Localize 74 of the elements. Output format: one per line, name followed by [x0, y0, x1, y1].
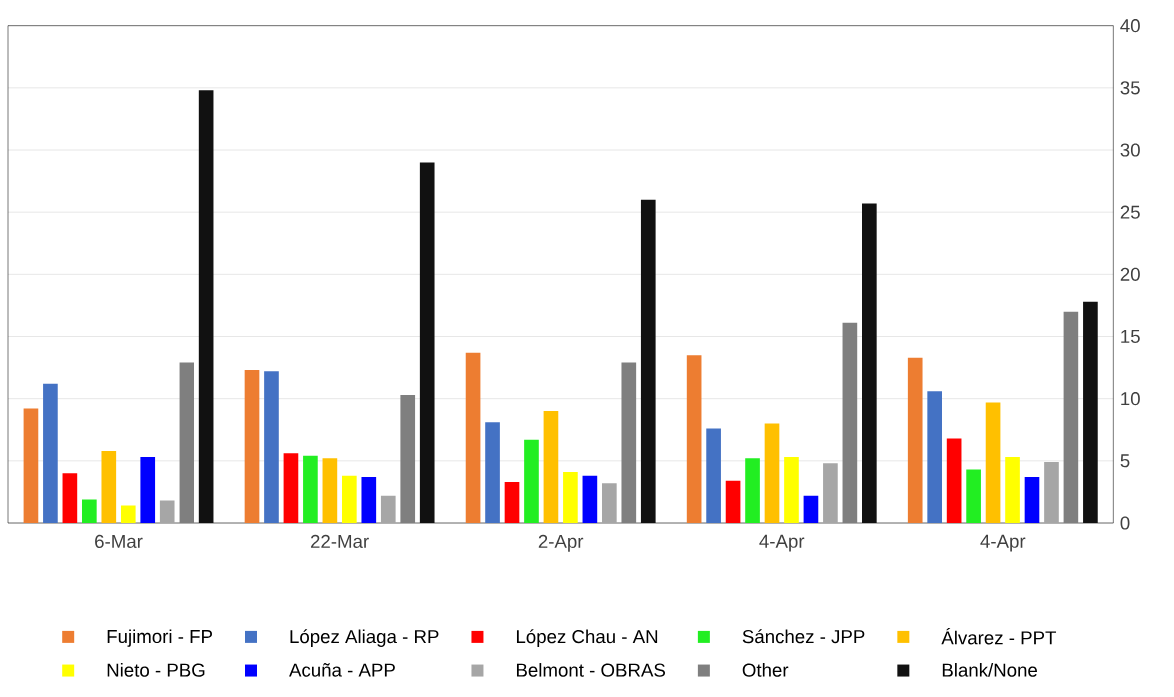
legend-label: López Chau - AN — [516, 629, 658, 647]
bar — [1005, 457, 1020, 523]
x-tick-label: 4-Apr — [759, 534, 805, 552]
legend-label: Blank/None — [942, 663, 1037, 677]
bar — [322, 458, 338, 523]
bar — [82, 499, 97, 523]
bar — [244, 370, 260, 523]
bar — [764, 423, 780, 523]
bar — [927, 391, 942, 523]
bar — [784, 457, 799, 523]
legend-label: Álvarez - PPT — [941, 628, 1057, 645]
bar — [264, 371, 279, 523]
bar — [985, 402, 1001, 523]
bar — [400, 394, 416, 523]
bar — [602, 483, 617, 523]
legend-label: Sánchez - JPP — [742, 629, 865, 644]
bar — [862, 203, 877, 523]
bar — [966, 469, 981, 523]
bar — [380, 495, 396, 523]
bar — [23, 408, 39, 523]
y-tick-label: 30 — [1120, 143, 1140, 157]
legend-label: López Aliaga - RP — [290, 629, 439, 647]
y-tick-label: 35 — [1120, 81, 1140, 95]
bar — [946, 438, 962, 523]
bar — [706, 428, 721, 523]
x-tick-label: 22-Mar — [310, 534, 369, 549]
legend-label: Belmont - OBRAS — [516, 663, 666, 677]
y-tick-label: 10 — [1121, 392, 1140, 406]
bar — [62, 473, 78, 523]
bar — [43, 383, 58, 523]
bar — [582, 475, 598, 523]
bar — [504, 481, 520, 523]
x-tick-label: 2-Apr — [538, 534, 584, 552]
y-tick-label: 20 — [1120, 267, 1140, 281]
bar — [120, 505, 136, 523]
bar — [342, 475, 357, 523]
bar — [1044, 462, 1059, 523]
legend-label: Nieto - PBG — [107, 663, 205, 677]
bar — [465, 352, 481, 523]
bar — [198, 90, 214, 523]
bar — [1083, 301, 1098, 523]
bar — [159, 500, 175, 523]
bar — [303, 455, 318, 523]
bar — [140, 457, 156, 523]
bar — [1063, 311, 1079, 523]
x-tick-label: 4-Apr — [980, 534, 1026, 552]
legend-label: Fujimori - FP — [107, 629, 213, 647]
bar — [842, 322, 858, 523]
bar — [419, 162, 435, 523]
bar — [563, 472, 578, 523]
bar — [725, 480, 741, 523]
bar — [485, 422, 500, 523]
bar — [686, 355, 702, 523]
legend-label: Acuña - APP — [289, 663, 395, 677]
y-tick-label: 25 — [1120, 205, 1140, 219]
bar — [823, 463, 838, 523]
bar — [524, 439, 539, 523]
bar — [907, 357, 923, 523]
y-tick-label: 15 — [1121, 329, 1140, 344]
y-tick-label: 5 — [1120, 454, 1130, 468]
y-tick-label: 0 — [1120, 516, 1130, 530]
bar — [179, 362, 194, 523]
bar — [640, 199, 656, 523]
y-tick-label: 40 — [1120, 19, 1140, 33]
bar — [101, 450, 117, 523]
bar — [621, 362, 637, 523]
x-tick-label: 6-Mar — [95, 534, 143, 549]
bar — [543, 411, 559, 523]
bar — [283, 453, 299, 523]
legend-label: Other — [742, 663, 789, 677]
bar — [803, 495, 819, 523]
bar — [745, 458, 760, 523]
bar — [361, 477, 377, 523]
bar — [1024, 477, 1040, 523]
